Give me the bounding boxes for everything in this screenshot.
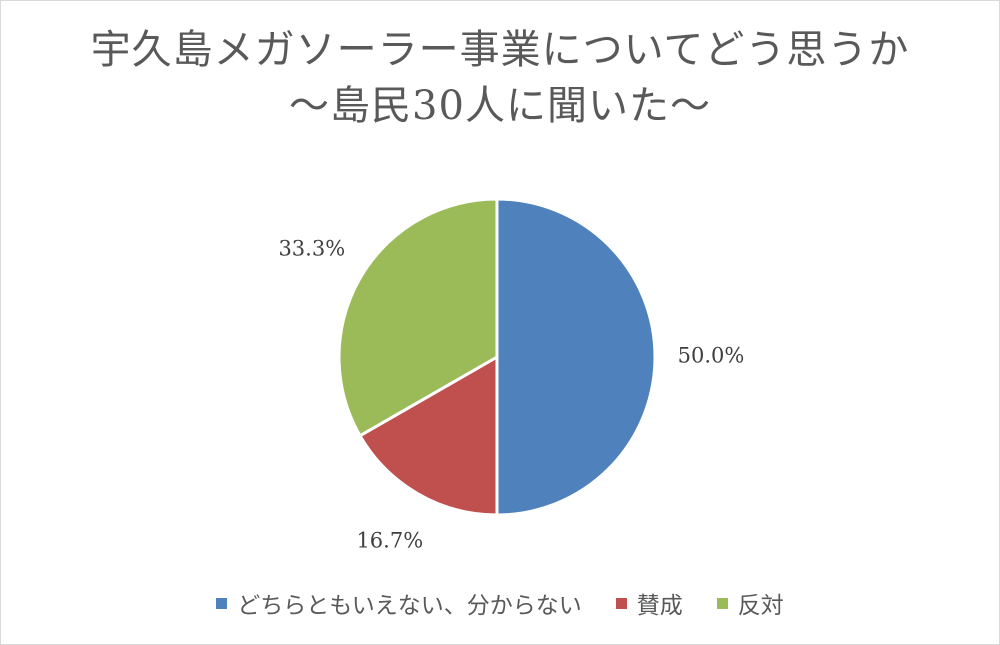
legend-item-oppose: 反対 <box>716 586 784 620</box>
pie-data-labels: 50.0% 16.7% 33.3% <box>278 236 744 552</box>
legend-label-oppose: 反対 <box>737 593 784 619</box>
legend-item-neutral: どちらともいえない、分からない <box>216 586 582 620</box>
legend-swatch-approve <box>615 597 627 609</box>
pie-slices <box>337 197 657 517</box>
pie-slice-oppose <box>337 197 499 438</box>
legend-label-approve: 賛成 <box>636 593 683 619</box>
chart-legend: どちらともいえない、分からない 賛成 反対 <box>0 586 1000 620</box>
data-label-approve: 16.7% <box>356 529 423 553</box>
data-label-neutral: 50.0% <box>678 344 745 368</box>
legend-label-neutral: どちらともいえない、分からない <box>237 593 582 619</box>
pie-slice-neutral <box>495 197 657 517</box>
chart-title: 宇久島メガソーラー事業についてどう思うか ～島民30人に聞いた～ <box>0 22 1000 134</box>
legend-item-approve: 賛成 <box>615 586 683 620</box>
chart-title-line-1: 宇久島メガソーラー事業についてどう思うか <box>90 27 910 73</box>
chart-title-line-2: ～島民30人に聞いた～ <box>289 83 711 129</box>
pie-slice-approve <box>358 355 499 517</box>
data-label-oppose: 33.3% <box>278 236 345 260</box>
legend-swatch-oppose <box>716 597 728 609</box>
legend-swatch-neutral <box>216 597 228 609</box>
